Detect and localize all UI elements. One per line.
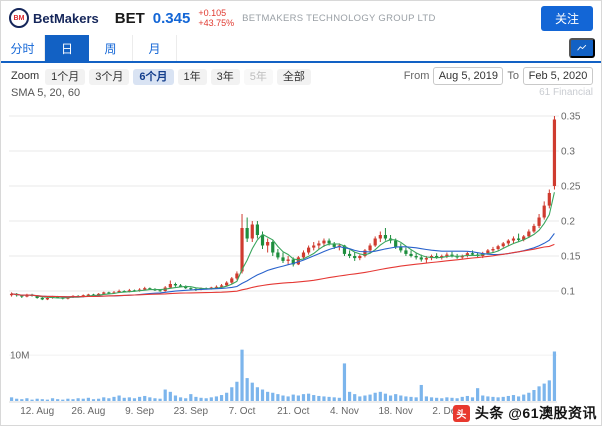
svg-text:0.2: 0.2 (561, 217, 575, 228)
chart-style-button[interactable] (569, 38, 595, 58)
svg-text:12. Aug: 12. Aug (20, 406, 54, 417)
svg-text:0.3: 0.3 (561, 147, 575, 158)
brand-logo-icon: BM (9, 8, 29, 28)
tab-weekly[interactable]: 周 (89, 35, 133, 61)
tab-monthly[interactable]: 月 (133, 35, 177, 61)
svg-text:23. Sep: 23. Sep (174, 406, 209, 417)
svg-text:18. Nov: 18. Nov (378, 406, 412, 417)
tab-bar: 分时日周月 (1, 35, 601, 63)
svg-text:21. Oct: 21. Oct (277, 406, 309, 417)
ticker-symbol: BET (114, 9, 145, 27)
zoom-label: Zoom (11, 70, 40, 82)
chart-watermark: 61 Financial (539, 87, 593, 98)
svg-text:7. Oct: 7. Oct (229, 406, 256, 417)
svg-text:0.1: 0.1 (561, 287, 575, 298)
volume-series (9, 349, 557, 401)
sma60-line (11, 243, 555, 298)
zoom-button-5y: 5年 (243, 69, 273, 85)
sma-legend: SMA 5, 20, 60 (11, 87, 81, 99)
sma20-line (11, 233, 555, 298)
from-date-input[interactable] (433, 67, 504, 85)
tab-daily[interactable]: 日 (45, 35, 89, 61)
zoom-button-3m[interactable]: 3个月 (89, 69, 130, 85)
footer-watermark: 头 头条 @61澳股资讯 (452, 403, 597, 423)
svg-text:10M: 10M (10, 351, 29, 362)
chart-panel: 0.1 0.15 0.2 0.25 0.3 0.35 10M 12. Aug 26. Aug 9.… (1, 63, 601, 425)
svg-text:26. Aug: 26. Aug (71, 406, 105, 417)
line-chart-icon (577, 44, 587, 51)
sma5-line (11, 192, 555, 299)
header: BM BetMakers BET 0.345 +0.105 +43.75% BE… (1, 1, 601, 35)
last-price: 0.345 (152, 9, 191, 27)
svg-text:2. Dec: 2. Dec (432, 406, 461, 417)
zoom-button-1y[interactable]: 1年 (177, 69, 207, 85)
svg-text:0.25: 0.25 (561, 182, 581, 193)
brand-name: BetMakers (33, 10, 99, 26)
brand-logo: BM BetMakers (9, 8, 99, 28)
from-label: From (403, 70, 430, 82)
zoom-buttons: 1个月 3个月 6个月 1年 3年 5年 全部 (41, 68, 311, 85)
price-change-abs: +0.105 (198, 7, 227, 18)
tab-intraday[interactable]: 分时 (1, 35, 45, 61)
price-axis-labels: 0.1 0.15 0.2 0.25 0.3 0.35 (561, 112, 581, 298)
svg-text:4. Nov: 4. Nov (330, 406, 359, 417)
x-axis-labels: 12. Aug 26. Aug 9. Sep 23. Sep 7. Oct 21. Oct… (20, 406, 461, 417)
zoom-button-all[interactable]: 全部 (276, 69, 311, 85)
toutiao-icon: 头 (452, 404, 470, 422)
follow-button[interactable]: 关注 (540, 5, 593, 31)
svg-text:0.15: 0.15 (561, 252, 581, 263)
price-gridlines (9, 115, 559, 292)
footer-watermark-handle: @61澳股资讯 (508, 405, 597, 421)
to-date-input[interactable] (523, 67, 593, 85)
volume-axis: 10M (9, 351, 557, 403)
zoom-button-3y[interactable]: 3年 (210, 69, 240, 85)
candlestick-series (9, 116, 557, 301)
price-change-pct: +43.75% (198, 18, 235, 28)
footer-watermark-brand: 头条 (474, 405, 504, 421)
svg-text:0.35: 0.35 (561, 112, 581, 123)
footer-watermark-text: 头条 @61澳股资讯 (475, 403, 597, 423)
zoom-button-1m[interactable]: 1个月 (45, 69, 86, 85)
svg-text:9. Sep: 9. Sep (125, 406, 154, 417)
company-name: BETMAKERS TECHNOLOGY GROUP LTD (242, 12, 436, 24)
chart-svg: 0.1 0.15 0.2 0.25 0.3 0.35 10M 12. Aug 26. Aug 9.… (9, 112, 581, 417)
price-change: +0.105 +43.75% (198, 8, 234, 29)
zoom-button-6m[interactable]: 6个月 (133, 69, 174, 85)
to-label: To (507, 70, 519, 82)
